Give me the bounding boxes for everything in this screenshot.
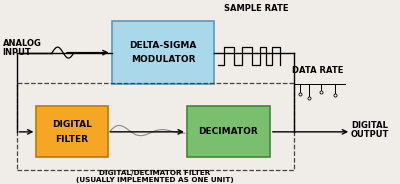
Text: FILTER: FILTER (56, 135, 88, 144)
Text: DECIMATOR: DECIMATOR (198, 127, 258, 136)
Text: ANALOG: ANALOG (3, 39, 42, 48)
Text: DIGITAL: DIGITAL (52, 120, 92, 129)
Text: DIGITAL/DECIMATOR FILTER: DIGITAL/DECIMATOR FILTER (100, 170, 211, 176)
Text: DATA RATE: DATA RATE (292, 66, 343, 75)
FancyBboxPatch shape (187, 106, 270, 157)
Text: OUTPUT: OUTPUT (351, 130, 390, 139)
Text: SAMPLE RATE: SAMPLE RATE (224, 4, 289, 13)
Text: DIGITAL: DIGITAL (351, 121, 388, 130)
FancyBboxPatch shape (112, 21, 214, 84)
Text: INPUT: INPUT (3, 48, 32, 57)
FancyBboxPatch shape (36, 106, 108, 157)
Text: DELTA-SIGMA: DELTA-SIGMA (129, 41, 197, 50)
Text: (USUALLY IMPLEMENTED AS ONE UNIT): (USUALLY IMPLEMENTED AS ONE UNIT) (76, 177, 234, 183)
Text: MODULATOR: MODULATOR (131, 55, 195, 64)
